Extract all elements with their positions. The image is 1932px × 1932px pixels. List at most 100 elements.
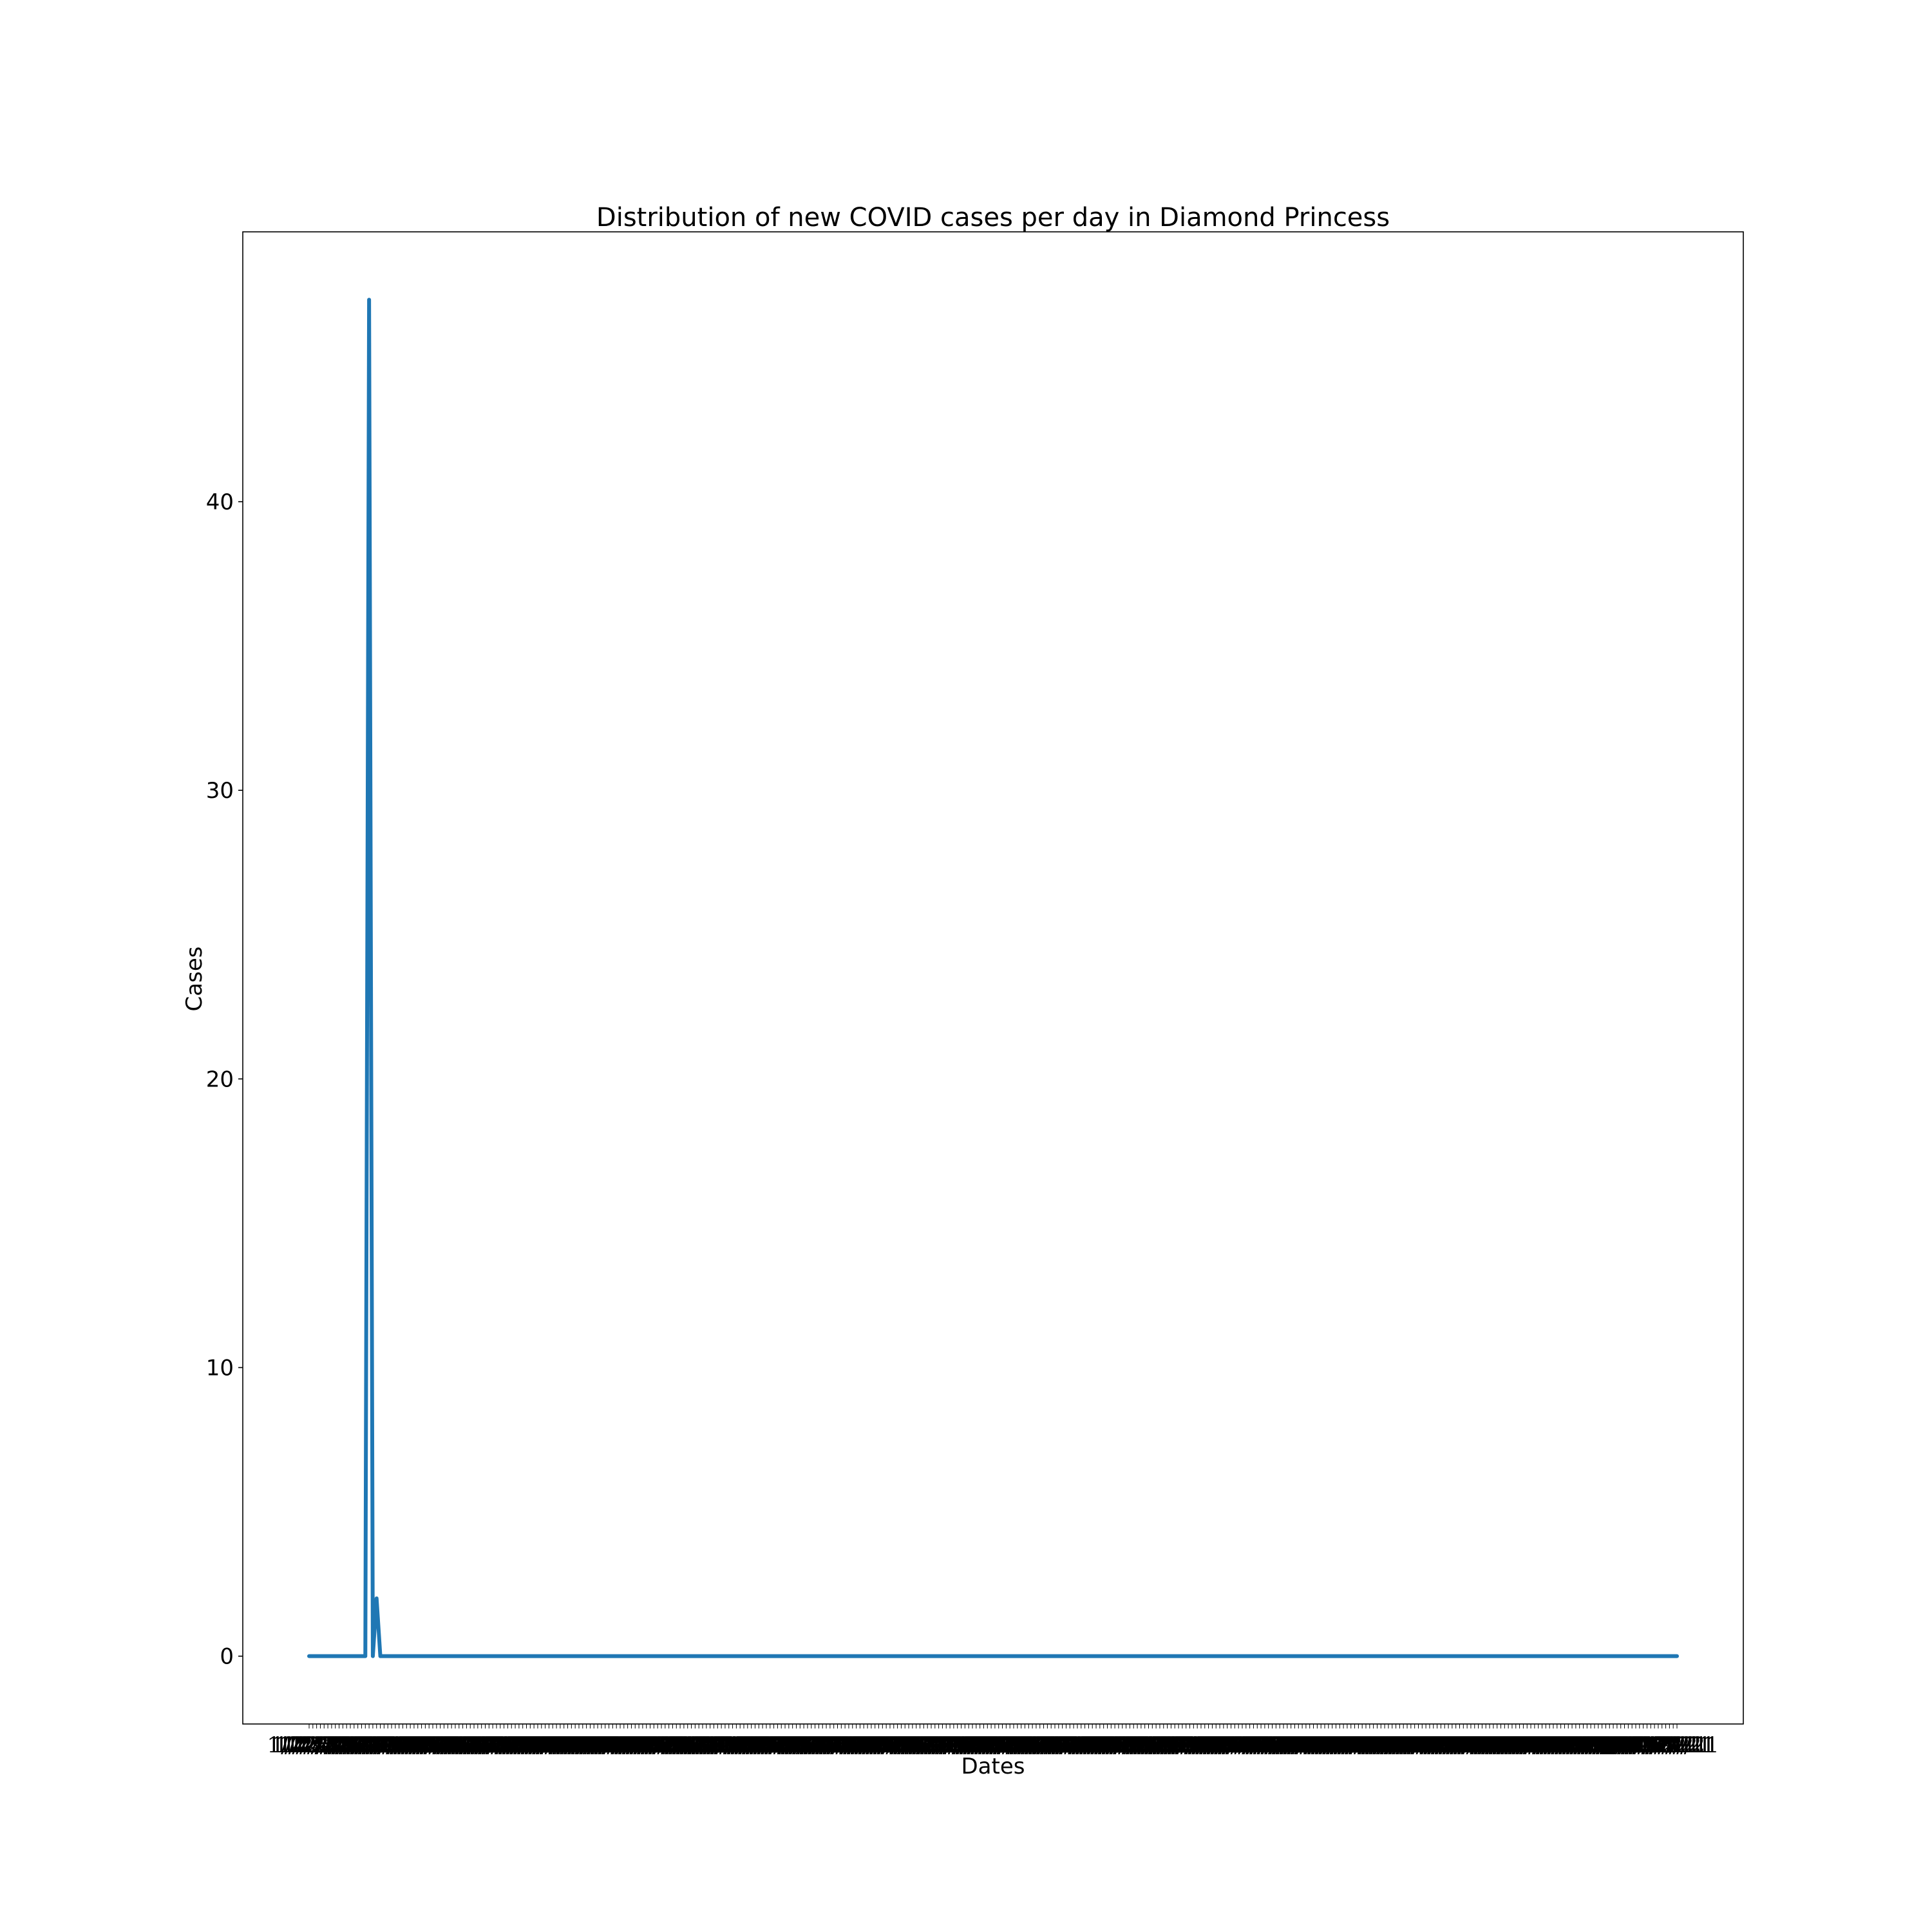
x-tick-label: 1/10/21 <box>1593 1732 1678 1758</box>
x-tick-label: 10/14/20 <box>1257 1732 1356 1758</box>
x-tick-label: 2/28/20 <box>406 1732 490 1758</box>
x-tick-label: 3/10/20 <box>447 1732 531 1758</box>
x-tick-label: 9/7/20 <box>1132 1732 1202 1758</box>
x-tick-label: 8/31/20 <box>1099 1732 1183 1758</box>
x-tick-label: 12/29/20 <box>1542 1732 1640 1758</box>
x-tick-label: 12/8/20 <box>1470 1732 1554 1758</box>
x-tick-label: 1/25/20 <box>278 1732 363 1758</box>
x-tick-label: 11/24/20 <box>1410 1732 1509 1758</box>
x-tick-label: 2/4/20 <box>323 1732 393 1758</box>
x-tick-label: 4/29/20 <box>634 1732 719 1758</box>
y-tick-label: 0 <box>220 1644 234 1670</box>
x-tick-label: 12/5/20 <box>1459 1732 1543 1758</box>
x-tick-label: 8/9/20 <box>1023 1732 1094 1758</box>
x-tick-label: 12/26/20 <box>1530 1732 1629 1758</box>
x-tick-label: 12/15/20 <box>1489 1732 1587 1758</box>
x-tick-label: 8/11/20 <box>1024 1732 1108 1758</box>
x-tick-label: 10/11/20 <box>1245 1732 1344 1758</box>
x-tick-label: 2/21/20 <box>379 1732 464 1758</box>
x-tick-label: 6/2/20 <box>768 1732 838 1758</box>
x-tick-label: 10/17/20 <box>1268 1732 1367 1758</box>
x-tick-label: 11/15/20 <box>1377 1732 1475 1758</box>
x-tick-label: 11/27/20 <box>1422 1732 1520 1758</box>
x-tick-label: 11/5/20 <box>1346 1732 1430 1758</box>
x-tick-label: 4/5/20 <box>551 1732 621 1758</box>
x-ticks: 1/22/201/23/201/24/201/25/201/26/201/27/… <box>267 1724 1719 1758</box>
x-tick-label: 12/22/20 <box>1515 1732 1614 1758</box>
x-tick-label: 1/21/21 <box>1634 1732 1719 1758</box>
x-tick-label: 1/17/21 <box>1620 1732 1704 1758</box>
x-tick-label: 3/2/20 <box>424 1732 494 1758</box>
x-tick-label: 7/13/20 <box>915 1732 999 1758</box>
x-tick-label: 1/4/21 <box>1578 1732 1648 1758</box>
x-tick-label: 1/2/21 <box>1571 1732 1641 1758</box>
x-tick-label: 11/29/20 <box>1429 1732 1528 1758</box>
x-tick-label: 7/22/20 <box>949 1732 1034 1758</box>
x-tick-label: 1/26/20 <box>282 1732 366 1758</box>
x-tick-label: 5/31/20 <box>754 1732 838 1758</box>
x-tick-label: 11/28/20 <box>1425 1732 1524 1758</box>
x-tick-label: 5/3/20 <box>656 1732 726 1758</box>
x-tick-label: 1/16/21 <box>1616 1732 1700 1758</box>
x-tick-label: 7/4/20 <box>889 1732 959 1758</box>
x-tick-label: 2/15/20 <box>357 1732 441 1758</box>
y-tick-label: 10 <box>206 1356 234 1381</box>
x-tick-label: 10/5/20 <box>1230 1732 1314 1758</box>
x-tick-label: 3/13/20 <box>458 1732 542 1758</box>
x-tick-label: 4/20/20 <box>600 1732 685 1758</box>
x-tick-label: 7/10/20 <box>904 1732 989 1758</box>
x-tick-label: 7/2/20 <box>881 1732 951 1758</box>
x-tick-label: 7/30/20 <box>979 1732 1063 1758</box>
x-tick-label: 6/5/20 <box>780 1732 850 1758</box>
x-tick-label: 7/7/20 <box>900 1732 970 1758</box>
x-tick-label: 11/6/20 <box>1350 1732 1434 1758</box>
x-tick-label: 1/23/20 <box>270 1732 355 1758</box>
series-line <box>307 298 1679 1658</box>
y-ticks: 0 10 20 30 40 <box>206 489 243 1670</box>
x-tick-label: 12/19/20 <box>1504 1732 1603 1758</box>
x-tick-label: 11/8/20 <box>1358 1732 1442 1758</box>
x-tick-label: 8/6/20 <box>1012 1732 1083 1758</box>
x-tick-label: 8/3/20 <box>1001 1732 1071 1758</box>
y-axis-label: Cases <box>182 947 207 1012</box>
x-tick-label: 11/13/20 <box>1369 1732 1468 1758</box>
y-tick-label: 20 <box>206 1066 234 1092</box>
x-tick-label: 9/30/20 <box>1211 1732 1296 1758</box>
x-tick-label: 3/22/20 <box>492 1732 576 1758</box>
x-tick-label: 6/14/20 <box>806 1732 891 1758</box>
x-tick-label: 7/27/20 <box>968 1732 1052 1758</box>
x-tick-label: 11/19/20 <box>1392 1732 1490 1758</box>
x-tick-label: 2/14/20 <box>353 1732 437 1758</box>
x-tick-label: 5/10/20 <box>676 1732 760 1758</box>
x-tick-label: 3/17/20 <box>473 1732 558 1758</box>
x-tick-label: 3/28/20 <box>515 1732 599 1758</box>
x-tick-label: 9/29/20 <box>1208 1732 1292 1758</box>
x-tick-label: 7/21/20 <box>945 1732 1030 1758</box>
x-tick-label: 6/19/20 <box>826 1732 910 1758</box>
x-tick-label: 11/25/20 <box>1414 1732 1513 1758</box>
x-tick-label: 9/22/20 <box>1181 1732 1265 1758</box>
x-tick-label: 2/11/20 <box>342 1732 426 1758</box>
x-tick-label: 9/15/20 <box>1155 1732 1240 1758</box>
x-tick-label: 11/11/20 <box>1361 1732 1460 1758</box>
x-tick-label: 8/19/20 <box>1054 1732 1138 1758</box>
x-tick-label: 5/8/20 <box>675 1732 745 1758</box>
x-tick-label: 4/28/20 <box>630 1732 715 1758</box>
x-tick-label: 8/5/20 <box>1009 1732 1079 1758</box>
x-tick-label: 3/4/20 <box>431 1732 502 1758</box>
x-tick-label: 10/6/20 <box>1234 1732 1318 1758</box>
x-tick-label: 10/29/20 <box>1313 1732 1412 1758</box>
x-tick-label: 2/12/20 <box>346 1732 430 1758</box>
x-tick-label: 2/13/20 <box>349 1732 433 1758</box>
x-tick-label: 5/13/20 <box>687 1732 771 1758</box>
x-tick-label: 3/18/20 <box>477 1732 561 1758</box>
x-tick-label: 8/30/20 <box>1095 1732 1179 1758</box>
x-tick-label: 7/3/20 <box>885 1732 955 1758</box>
x-tick-label: 3/31/20 <box>526 1732 610 1758</box>
x-tick-label: 6/4/20 <box>776 1732 846 1758</box>
x-tick-label: 12/20/20 <box>1508 1732 1606 1758</box>
x-tick-label: 8/4/20 <box>1005 1732 1075 1758</box>
x-tick-label: 4/3/20 <box>544 1732 614 1758</box>
x-tick-label: 5/24/20 <box>728 1732 812 1758</box>
